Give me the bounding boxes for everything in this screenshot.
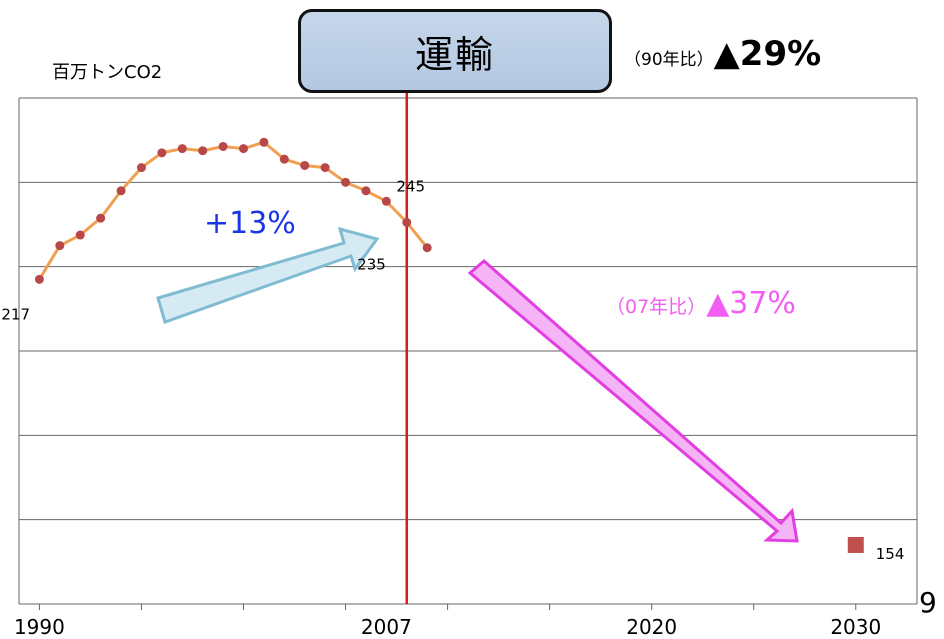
reduction-vs-2007-value: ▲37% (706, 286, 796, 321)
data-point (34, 274, 44, 284)
data-point (218, 141, 228, 151)
data-point (157, 148, 167, 158)
reduction-vs-1990-prefix: （90年比） (624, 50, 714, 70)
y-axis-unit-label: 百万トンCO2 (52, 62, 163, 83)
reduction-arrow (467, 259, 799, 543)
data-point (341, 177, 351, 187)
reduction-vs-1990: （90年比）▲29% (624, 34, 821, 74)
data-point (239, 144, 248, 154)
data-point (422, 243, 432, 253)
data-point (279, 154, 289, 164)
page-number: 9 (919, 586, 937, 619)
emissions-series-markers (34, 137, 864, 553)
reduction-vs-2007-prefix: （07年比） (606, 296, 707, 318)
x-tick-label: 2020 (626, 615, 677, 639)
reduction-vs-2007: （07年比）▲37% (606, 286, 796, 321)
data-point (259, 137, 269, 147)
x-axis-labels: 1990 2007 2020 2030 (14, 615, 881, 639)
growth-annotation: +13% (204, 206, 296, 241)
data-label: 245 (396, 177, 425, 195)
data-point (381, 196, 391, 206)
data-point (300, 160, 310, 170)
data-point (361, 186, 371, 196)
data-point (198, 146, 208, 156)
data-label: 217 (1, 305, 30, 323)
data-point (96, 213, 106, 223)
chart-title: 運輸 (298, 9, 612, 93)
x-tick-label: 1990 (14, 615, 65, 639)
data-point (136, 163, 146, 173)
gridlines (18, 97, 918, 605)
data-label: 235 (357, 256, 386, 274)
data-labels: 217 245 235 154 (1, 177, 904, 563)
data-point (402, 217, 412, 227)
data-point (75, 230, 85, 240)
data-point (320, 163, 330, 173)
data-label: 154 (876, 545, 905, 563)
x-tick-marks (38, 604, 857, 610)
data-point (177, 144, 187, 154)
target-point-2030 (847, 536, 864, 553)
data-point (116, 186, 126, 196)
growth-arrow (156, 226, 380, 324)
x-tick-label: 2007 (361, 615, 412, 639)
data-point (55, 241, 65, 251)
x-tick-label: 2030 (830, 615, 881, 639)
reduction-vs-1990-value: ▲29% (713, 34, 822, 74)
